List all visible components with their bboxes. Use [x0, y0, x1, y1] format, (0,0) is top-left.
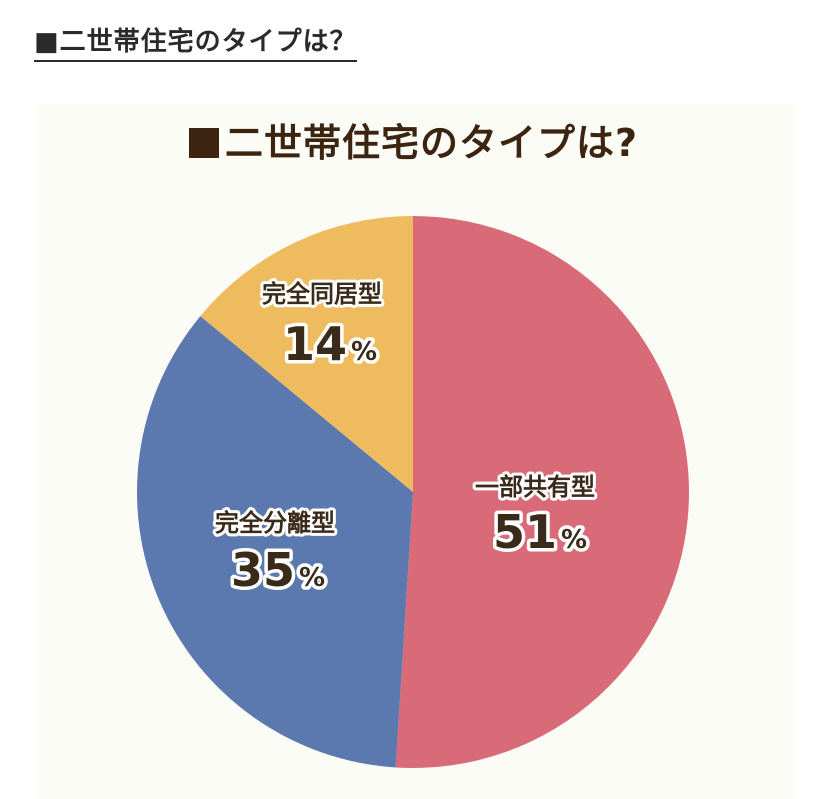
slice-label: 一部共有型 — [475, 473, 595, 501]
chart-title: 二世帯住宅のタイプは? — [0, 120, 827, 166]
pie-slice — [395, 216, 689, 768]
slice-value: 35% — [231, 543, 325, 597]
slice-label: 完全同居型 — [262, 280, 382, 308]
slice-value: 51% — [493, 505, 587, 559]
slice-label: 完全分離型 — [215, 509, 335, 537]
slice-value: 14% — [283, 317, 377, 371]
pie-slice — [200, 216, 413, 492]
pie-slice — [136, 316, 413, 768]
page-heading: ■二世帯住宅のタイプは？ — [34, 26, 357, 62]
